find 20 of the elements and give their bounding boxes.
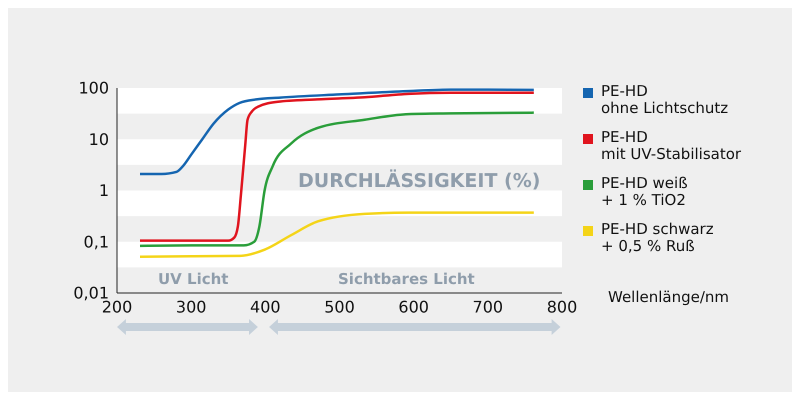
legend-label: PE-HD mit UV-Stabilisator — [601, 128, 742, 163]
x-tick-label: 400 — [250, 297, 281, 316]
x-tick-label: 700 — [472, 297, 504, 316]
x-tick-label: 200 — [102, 297, 132, 316]
legend-label: PE-HD schwarz + 0,5 % Ruß — [601, 220, 714, 255]
legend-label: PE-HD weiß + 1 % TiO2 — [601, 174, 688, 209]
x-tick-label: 500 — [324, 297, 355, 316]
y-tick-label: 1 — [98, 181, 109, 200]
y-tick-label: 100 — [78, 78, 109, 98]
line-series — [138, 211, 536, 258]
x-tick-label: 800 — [546, 297, 578, 316]
annotation: UV Licht — [158, 270, 228, 288]
text: Wellenlänge/nm — [608, 288, 730, 306]
annotation: Sichtbares Licht — [338, 270, 475, 288]
legend-label: PE-HD ohne Lichtschutz — [601, 82, 728, 117]
x-tick-label: 300 — [176, 297, 206, 316]
y-tick-label: 0,1 — [84, 232, 109, 252]
annotation: DURCHLÄSSIGKEIT (%) — [298, 170, 540, 192]
x-tick-label: 600 — [398, 297, 429, 316]
y-tick-label: 10 — [88, 130, 109, 149]
